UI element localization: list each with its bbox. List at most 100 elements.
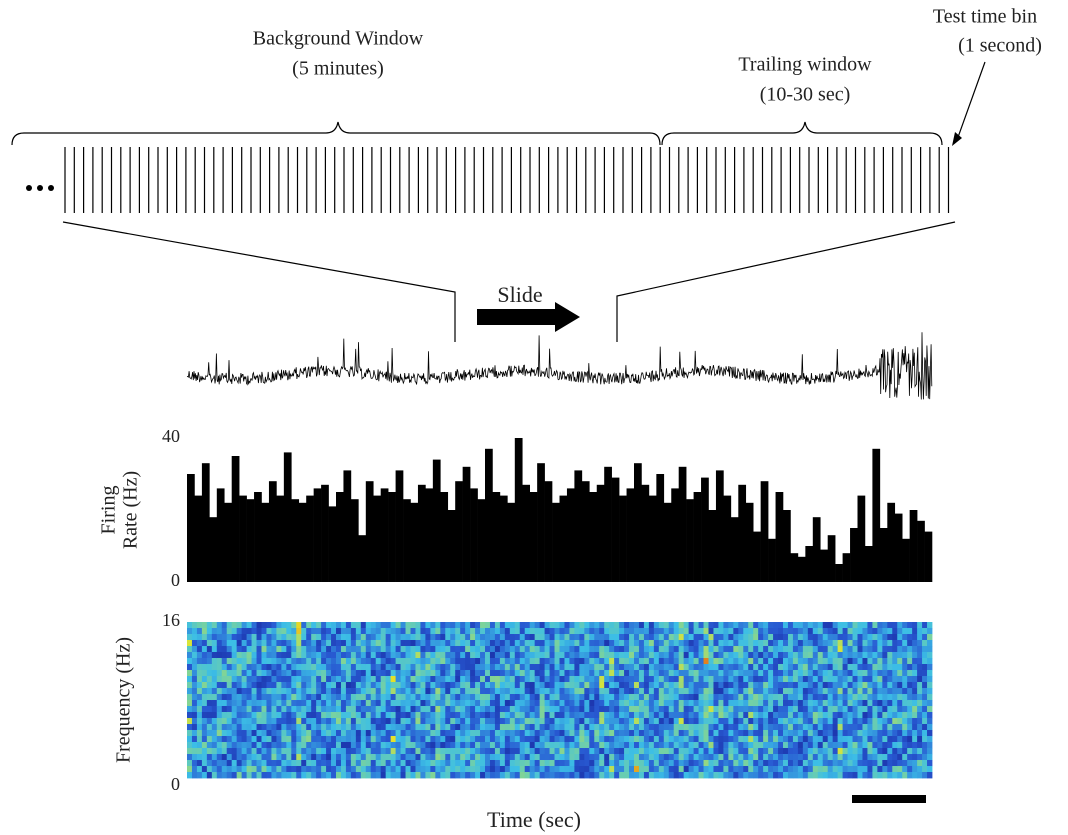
spectrogram-cell [887, 718, 892, 724]
spectrogram-cell [669, 766, 674, 772]
spectrogram-cell [743, 694, 748, 700]
spectrogram-cell [768, 772, 773, 778]
spectrogram-cell [550, 706, 555, 712]
spectrogram-cell [654, 730, 659, 736]
spectrogram-cell [450, 622, 455, 628]
spectrogram-cell [227, 628, 232, 634]
spectrogram-cell [753, 706, 758, 712]
spectrogram-cell [450, 760, 455, 766]
spectrogram-cell [291, 682, 296, 688]
spectrogram-cell [252, 742, 257, 748]
spectrogram-cell [823, 772, 828, 778]
spectrogram-cell [371, 634, 376, 640]
spectrogram-cell [336, 646, 341, 652]
spectrogram-cell [639, 640, 644, 646]
spectrogram-cell [907, 658, 912, 664]
spectrogram-cell [386, 652, 391, 658]
spectrogram-cell [887, 712, 892, 718]
spectrogram-cell [748, 712, 753, 718]
spectrogram-cell [202, 760, 207, 766]
spectrogram-cell [376, 658, 381, 664]
spectrogram-cell [217, 730, 222, 736]
spectrogram-cell [748, 652, 753, 658]
spectrogram-cell [351, 640, 356, 646]
spectrogram-cell [465, 724, 470, 730]
spectrogram-cell [480, 676, 485, 682]
spectrogram-cell [445, 658, 450, 664]
spectrogram-cell [887, 652, 892, 658]
spectrogram-cell [743, 682, 748, 688]
spectrogram-cell [733, 706, 738, 712]
spectrogram-cell [326, 730, 331, 736]
spectrogram-cell [530, 676, 535, 682]
spectrogram-cell [465, 766, 470, 772]
spectrogram-cell [465, 742, 470, 748]
spectrogram-cell [704, 646, 709, 652]
spectrogram-cell [311, 772, 316, 778]
spectrogram-cell [654, 694, 659, 700]
spectrogram-cell [793, 724, 798, 730]
spectrogram-cell [669, 712, 674, 718]
spectrogram-cell [411, 670, 416, 676]
spectrogram-cell [381, 700, 386, 706]
spectrogram-cell [286, 658, 291, 664]
spectrogram-cell [843, 646, 848, 652]
spectrogram-cell [584, 622, 589, 628]
spectrogram-cell [828, 766, 833, 772]
spectrogram-cell [460, 640, 465, 646]
spectrogram-cell [853, 730, 858, 736]
spectrogram-cell [887, 700, 892, 706]
annotation: (5 minutes) [292, 58, 384, 80]
bar [425, 488, 433, 582]
spectrogram-cell [699, 754, 704, 760]
spectrogram-cell [912, 622, 917, 628]
spectrogram-cell [907, 742, 912, 748]
spectrogram-cell [907, 712, 912, 718]
spectrogram-cell [321, 766, 326, 772]
spectrogram-cell [773, 694, 778, 700]
spectrogram-cell [396, 682, 401, 688]
spectrogram-cell [336, 694, 341, 700]
spectrogram-cell [510, 688, 515, 694]
spectrogram-cell [649, 682, 654, 688]
spectrogram-cell [296, 646, 301, 652]
spectrogram-cell [848, 742, 853, 748]
spectrogram-cell [897, 694, 902, 700]
spectrogram-cell [485, 688, 490, 694]
spectrogram-cell [391, 760, 396, 766]
spectrogram-cell [763, 628, 768, 634]
spectrogram-cell [579, 760, 584, 766]
bar [306, 496, 314, 582]
spectrogram-cell [371, 760, 376, 766]
spectrogram-cell [192, 748, 197, 754]
spectrogram-cell [510, 772, 515, 778]
spectrogram-cell [927, 742, 932, 748]
spectrogram-cell [391, 748, 396, 754]
spectrogram-cell [212, 760, 217, 766]
spectrogram-cell [778, 670, 783, 676]
spectrogram-cell [440, 658, 445, 664]
spectrogram-cell [798, 628, 803, 634]
spectrogram-cell [858, 676, 863, 682]
spectrogram-cell [475, 760, 480, 766]
spectrogram-cell [460, 622, 465, 628]
spectrogram-cell [579, 640, 584, 646]
spectrogram-cell [654, 646, 659, 652]
spectrogram-cell [266, 730, 271, 736]
spectrogram-cell [361, 634, 366, 640]
spectrogram-cell [917, 706, 922, 712]
spectrogram-cell [892, 712, 897, 718]
spectrogram-cell [689, 676, 694, 682]
bar [805, 546, 813, 582]
spectrogram-cell [286, 676, 291, 682]
spectrogram-cell [540, 646, 545, 652]
spectrogram-cell [738, 634, 743, 640]
spectrogram-cell [823, 760, 828, 766]
spectrogram-cell [535, 640, 540, 646]
spectrogram-cell [217, 682, 222, 688]
spectrogram-cell [862, 712, 867, 718]
spectrogram-cell [540, 670, 545, 676]
spectrogram-cell [425, 664, 430, 670]
spectrogram-cell [738, 646, 743, 652]
spectrogram-cell [728, 754, 733, 760]
